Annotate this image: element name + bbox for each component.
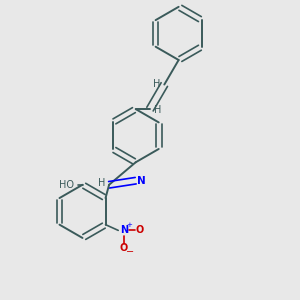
Text: +: + [127, 223, 133, 229]
Text: HO: HO [58, 180, 74, 190]
Text: H: H [98, 178, 105, 188]
Text: H: H [154, 105, 161, 115]
Text: H: H [153, 79, 161, 89]
Text: O: O [135, 225, 144, 235]
Text: −: − [126, 248, 134, 257]
Text: O: O [120, 243, 128, 254]
Text: N: N [120, 225, 128, 235]
Text: N: N [137, 176, 146, 186]
